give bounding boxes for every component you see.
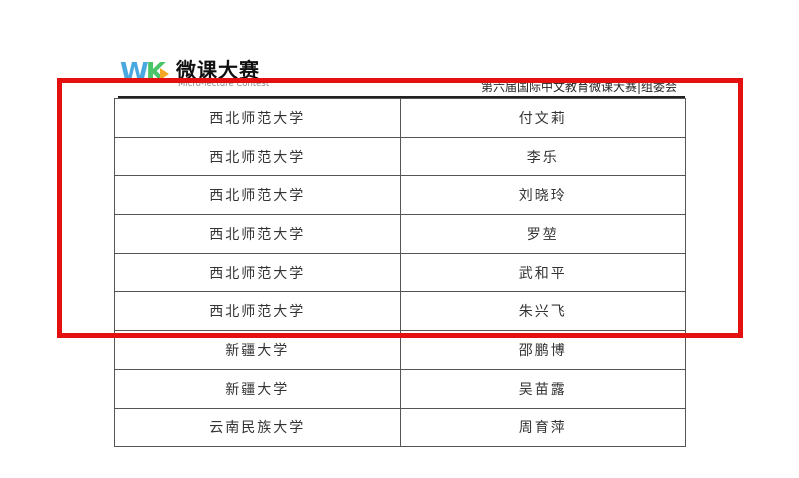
arrow-icon: [160, 68, 169, 80]
table-row: 西北师范大学 刘晓玲: [114, 175, 686, 216]
name-cell: 吴苗露: [399, 368, 686, 409]
table-row: 西北师范大学 武和平: [114, 252, 686, 293]
table-row: 西北师范大学 李乐: [114, 136, 686, 177]
organizer-label: 第六届国际中文教育微课大赛|组委会: [480, 80, 677, 94]
school-cell: 新疆大学: [114, 368, 401, 409]
school-cell: 云南民族大学: [114, 407, 401, 448]
header-divider: [118, 96, 685, 98]
name-cell: 武和平: [399, 252, 686, 293]
table-row: 新疆大学 吴苗露: [114, 368, 686, 409]
name-cell: 李乐: [399, 136, 686, 177]
name-cell: 付文莉: [399, 98, 686, 138]
school-cell: 西北师范大学: [114, 252, 401, 293]
logo-subtitle: Micro-lecture Contest: [178, 79, 270, 89]
name-cell: 罗堃: [399, 214, 686, 254]
table-row: 西北师范大学 罗堃: [114, 214, 686, 254]
table-row: 云南民族大学 周育萍: [114, 407, 686, 448]
winners-table: 西北师范大学 付文莉 西北师范大学 李乐 西北师范大学 刘晓玲 西北师范大学 罗堃 西北师范大学…: [114, 98, 686, 448]
table-row: 西北师范大学 朱兴飞: [114, 291, 686, 332]
highlight-box: [57, 78, 743, 338]
school-cell: 西北师范大学: [114, 175, 401, 216]
name-cell: 周育萍: [399, 407, 686, 448]
